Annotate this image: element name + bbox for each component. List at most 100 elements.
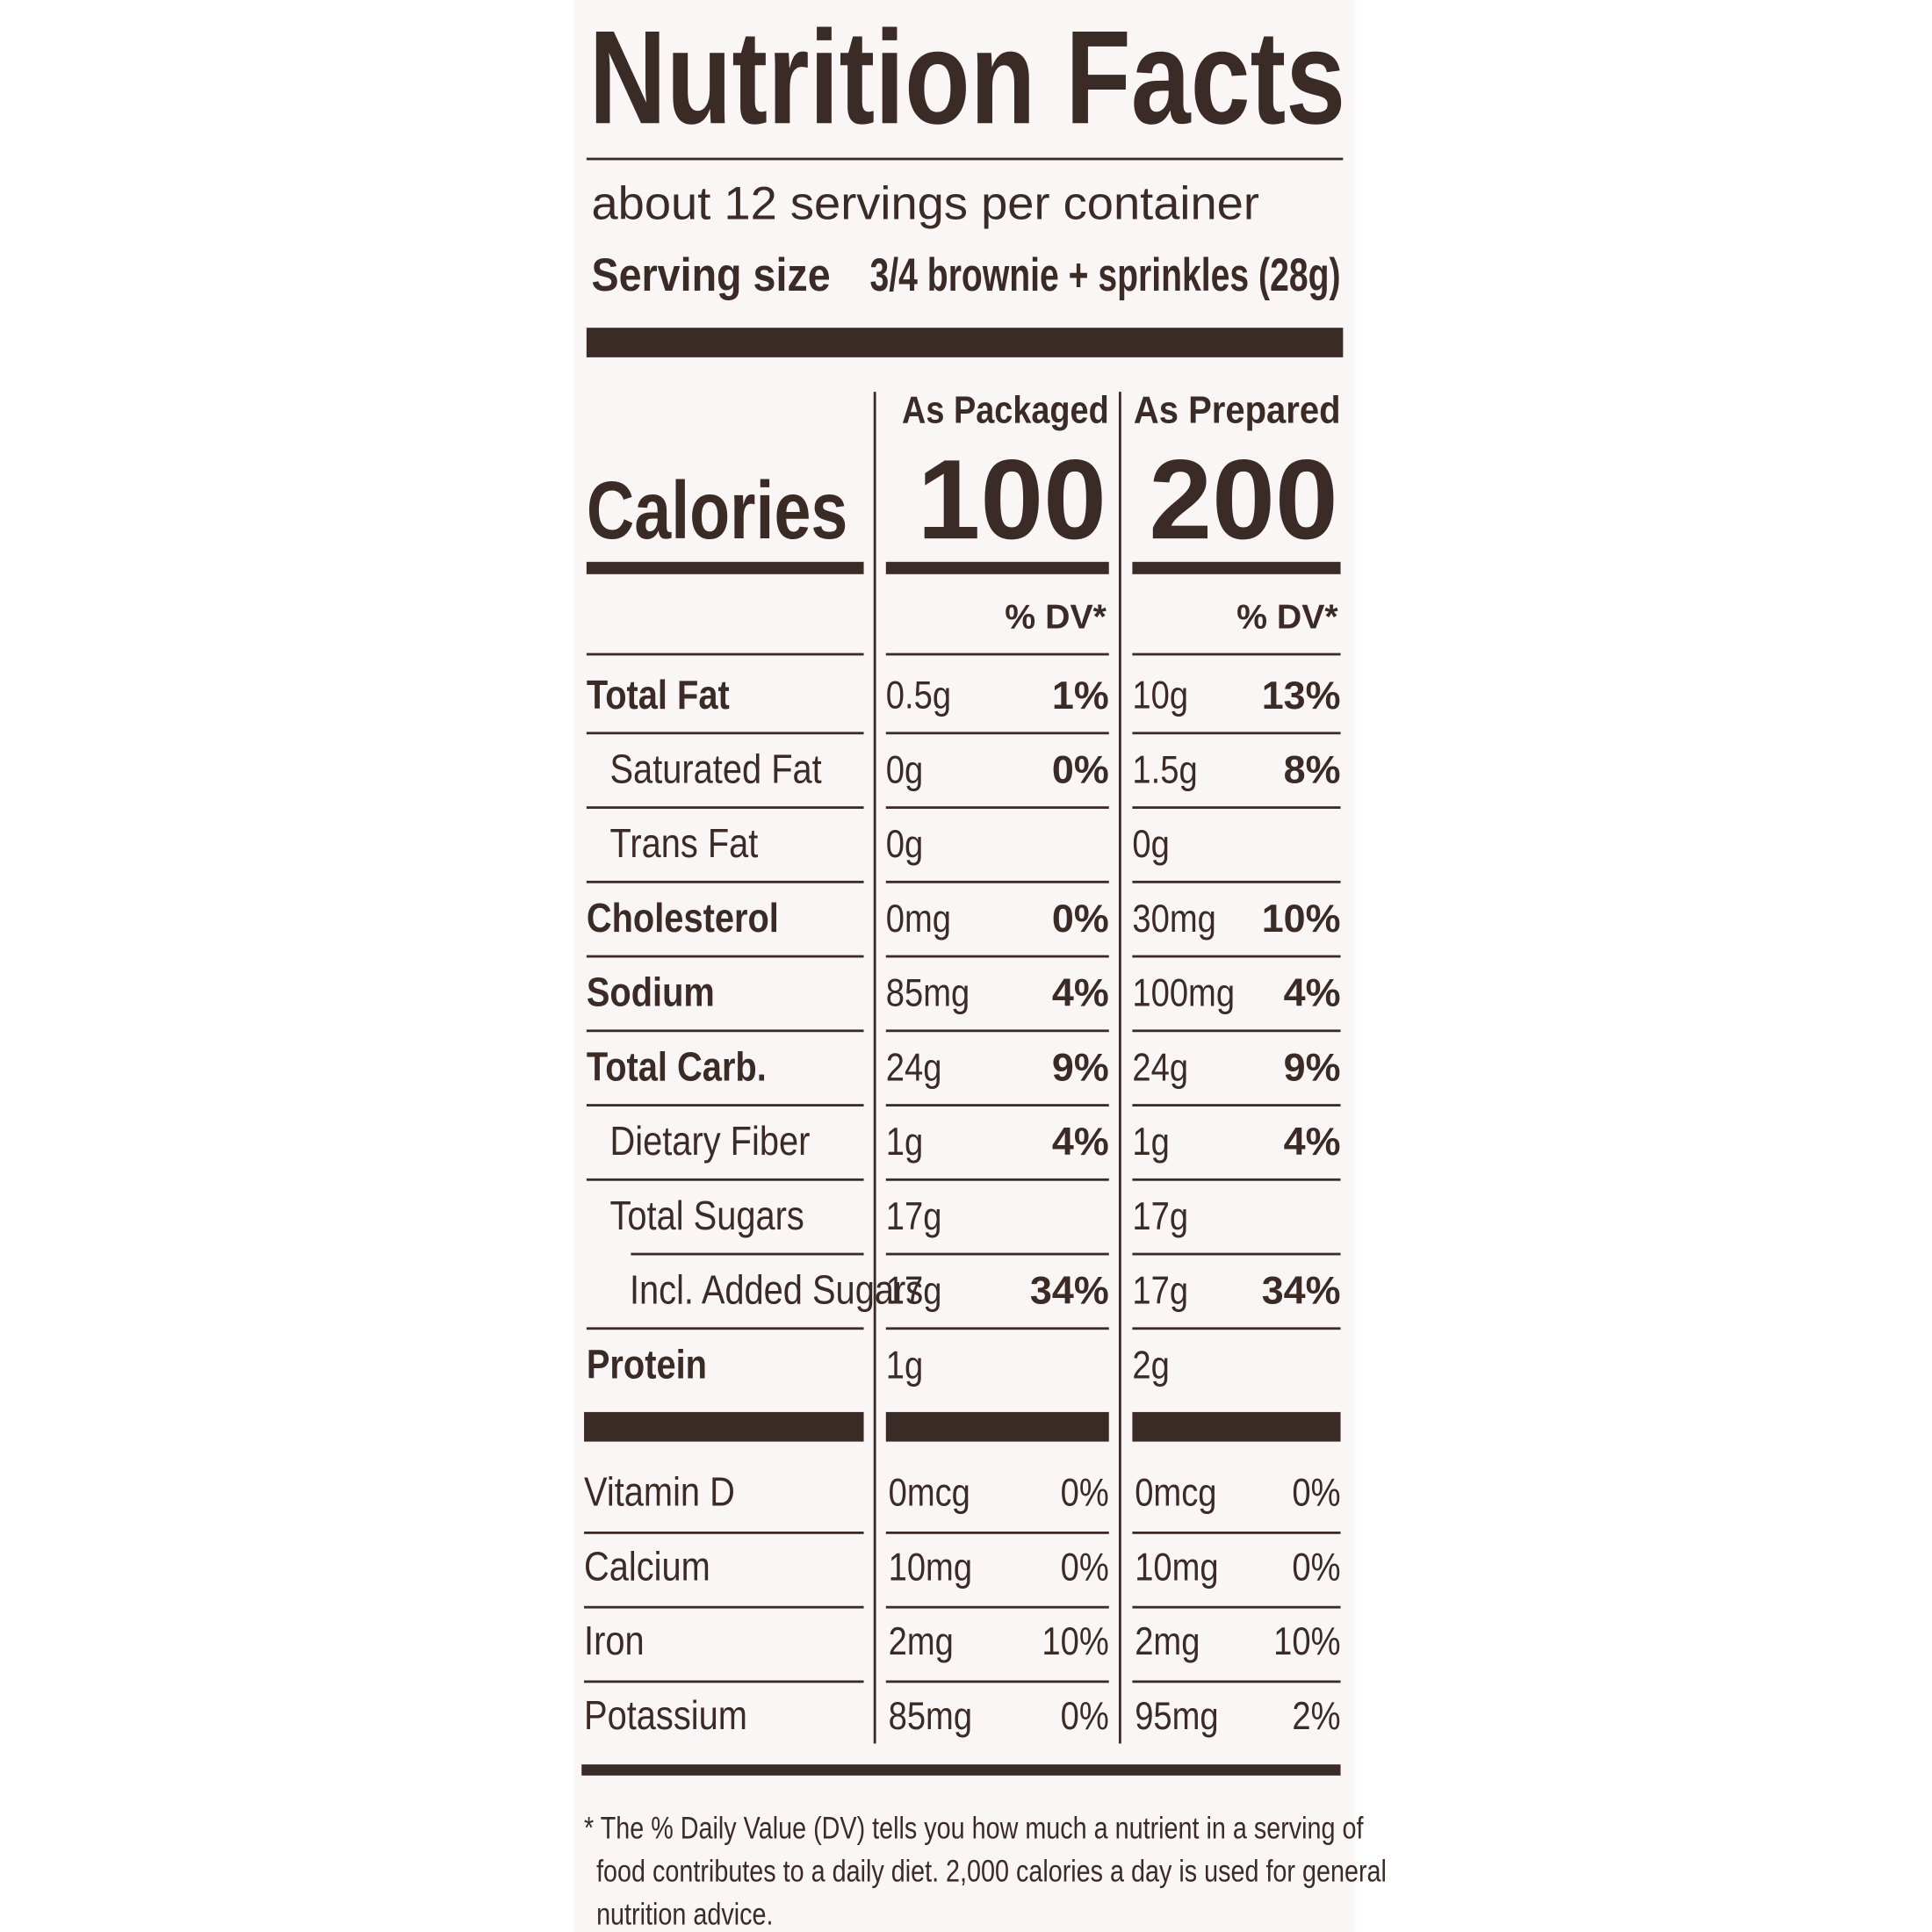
daily-value: 0% [1061, 1470, 1109, 1515]
amount: 0mcg [889, 1470, 970, 1515]
amount: 2mg [889, 1618, 954, 1663]
amount: 10g [1132, 673, 1188, 717]
daily-value: 4% [1284, 1119, 1341, 1164]
rule [885, 1532, 1109, 1534]
calories-value: 200 [1149, 436, 1337, 563]
amount: 17g [886, 1193, 942, 1238]
daily-value: 9% [1052, 1044, 1109, 1089]
rule [586, 732, 864, 735]
rule [584, 1532, 864, 1534]
amount: 24g [1132, 1045, 1188, 1090]
amount: 30mg [1132, 896, 1215, 941]
rule [1132, 880, 1341, 883]
amount: 1g [886, 1119, 923, 1164]
rule [584, 1605, 864, 1609]
rule [885, 1029, 1109, 1033]
daily-value: 10% [1042, 1618, 1108, 1663]
rule [885, 1178, 1109, 1181]
rule [586, 806, 864, 809]
nutrient-label: Dietary Fiber [610, 1119, 811, 1164]
rule [586, 880, 864, 883]
rule [885, 1327, 1109, 1330]
daily-value: 8% [1284, 747, 1341, 792]
nutrient-label: Total Carb. [587, 1045, 767, 1090]
nutrient-label: Cholesterol [587, 896, 779, 941]
daily-value: 4% [1052, 970, 1109, 1015]
amount: 1.5g [1132, 747, 1197, 792]
rule [1132, 1327, 1341, 1330]
rule [586, 157, 1344, 161]
servings: about 12 servings per container [591, 178, 1258, 230]
daily-value: 4% [1052, 1119, 1109, 1164]
rule [586, 652, 864, 656]
rule [631, 1252, 864, 1256]
amount: 17g [1132, 1193, 1188, 1238]
amount: 10mg [1135, 1544, 1218, 1589]
amount: 17g [1132, 1268, 1188, 1313]
rule [1132, 1680, 1341, 1683]
calories-label: Calories [587, 465, 847, 556]
amount: 1g [886, 1343, 923, 1388]
vitamin-label: Iron [584, 1618, 645, 1663]
nutrient-label: Total Fat [587, 673, 730, 717]
rule [885, 955, 1109, 958]
daily-value: 10% [1262, 896, 1341, 941]
rule [885, 880, 1109, 883]
amount: 0g [1132, 821, 1169, 866]
vitamin-label: Vitamin D [584, 1470, 735, 1515]
nutrient-label: Saturated Fat [610, 747, 822, 792]
footnote: nutrition advice. [596, 1897, 773, 1931]
daily-value: 0% [1052, 896, 1109, 941]
daily-value: 0% [1061, 1693, 1109, 1738]
daily-value: 0% [1061, 1544, 1109, 1589]
amount: 100mg [1132, 970, 1235, 1015]
amount: 17g [886, 1268, 942, 1313]
rule [885, 1680, 1109, 1683]
rule [586, 1029, 864, 1033]
amount: 10mg [889, 1544, 972, 1589]
daily-value: 0% [1292, 1544, 1340, 1589]
rule [586, 1104, 864, 1107]
amount: 1g [1132, 1119, 1169, 1164]
nutrient-label: Incl. Added Sugars [630, 1268, 923, 1313]
daily-value: 1% [1052, 673, 1109, 717]
rule [586, 1327, 864, 1330]
vitamin-label: Potassium [584, 1693, 747, 1738]
amount: 2g [1132, 1343, 1169, 1388]
rule [1132, 806, 1341, 809]
footnote: * The % Daily Value (DV) tells you how m… [584, 1811, 1364, 1845]
rule [885, 1252, 1109, 1256]
rule [586, 1178, 864, 1181]
title: Nutrition Facts [589, 4, 1345, 152]
rule [584, 1680, 864, 1683]
amount: 0g [886, 747, 923, 792]
daily-value: 0% [1292, 1470, 1340, 1515]
daily-value: 4% [1284, 970, 1341, 1015]
rule [1132, 1178, 1341, 1181]
daily-value: 2% [1292, 1693, 1340, 1738]
daily-value: 13% [1262, 673, 1341, 717]
vitamin-label: Calcium [584, 1545, 710, 1590]
nutrient-label: Sodium [587, 970, 715, 1015]
rule [1132, 1532, 1341, 1534]
rule [581, 1764, 1341, 1776]
daily-value: 34% [1030, 1268, 1109, 1313]
rule [1132, 652, 1341, 656]
amount: 0mg [886, 896, 951, 941]
amount: 95mg [1135, 1693, 1218, 1738]
rule [885, 652, 1109, 656]
rule [885, 1605, 1109, 1609]
nutrient-label: Total Sugars [610, 1193, 804, 1238]
dv-header: % DV* [1236, 598, 1338, 637]
amount: 0g [886, 821, 923, 866]
serving-size-label: Serving size [591, 249, 830, 301]
daily-value: 34% [1262, 1268, 1341, 1313]
label-background [573, 0, 1356, 1932]
rule [586, 328, 1344, 357]
rule [885, 561, 1109, 574]
footnote: food contributes to a daily diet. 2,000 … [596, 1854, 1387, 1888]
rule [1132, 955, 1341, 958]
amount: 0mcg [1135, 1470, 1216, 1515]
